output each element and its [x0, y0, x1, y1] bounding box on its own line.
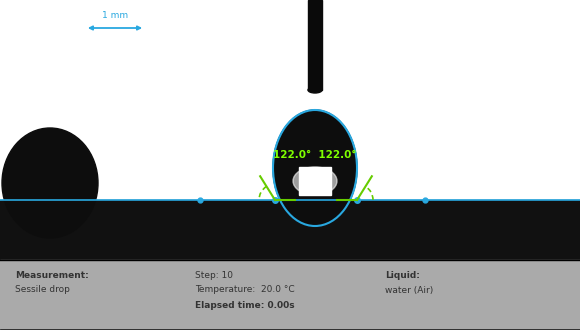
Ellipse shape [2, 128, 98, 238]
Text: water (Air): water (Air) [385, 285, 433, 294]
Text: 122.0°  122.0°: 122.0° 122.0° [273, 150, 357, 160]
Bar [0, 260, 580, 330]
Ellipse shape [308, 87, 322, 93]
Text: Step: 10: Step: 10 [195, 271, 233, 280]
Text: Temperature:  20.0 °C: Temperature: 20.0 °C [195, 285, 295, 294]
Ellipse shape [273, 110, 357, 226]
Text: Sessile drop: Sessile drop [15, 285, 70, 294]
Bar [0, 200, 580, 260]
Text: Elapsed time: 0.00s: Elapsed time: 0.00s [195, 301, 295, 310]
Bar [308, 0, 322, 90]
Ellipse shape [293, 167, 337, 195]
Text: Measurement:: Measurement: [15, 271, 89, 280]
Text: 1 mm: 1 mm [102, 11, 128, 20]
Bar [299, 167, 331, 195]
Text: Liquid:: Liquid: [385, 271, 420, 280]
